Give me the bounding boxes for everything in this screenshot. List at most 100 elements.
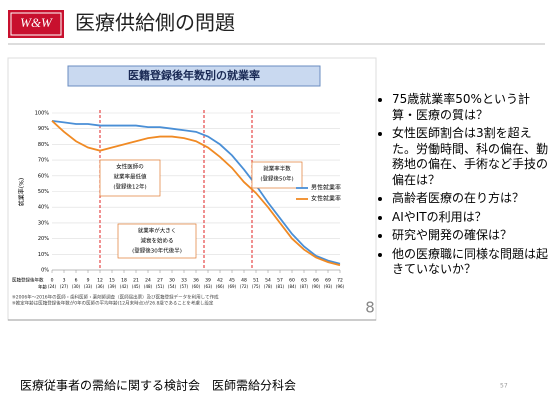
bullet: 女性医師割合は3割を超えた。労働時間、科の偏在、勤務地の偏在、手術など手技の偏在… bbox=[392, 126, 550, 188]
footer-source: 医療従事者の需給に関する検討会 医師需給分科会 bbox=[20, 378, 296, 393]
annotation-text: (登録後50年) bbox=[260, 175, 293, 183]
x-tick-label: 36 bbox=[193, 278, 199, 284]
y-tick-label: 0% bbox=[41, 268, 49, 274]
age-label: (45) bbox=[132, 284, 141, 289]
x-tick-label: 39 bbox=[205, 278, 211, 284]
chart-title-box bbox=[67, 65, 321, 87]
age-label: (57) bbox=[180, 284, 189, 289]
age-label: (36) bbox=[96, 284, 105, 289]
annotation-box bbox=[99, 159, 161, 197]
x-tick-label: 60 bbox=[289, 278, 295, 284]
x-tick-label: 30 bbox=[169, 278, 175, 284]
annotation-text: 就業率最低値 bbox=[113, 173, 147, 181]
series-line bbox=[51, 120, 341, 267]
annotation-box bbox=[117, 223, 197, 259]
x-tick-label: 63 bbox=[301, 278, 307, 284]
age-label: (78) bbox=[264, 284, 273, 289]
y-tick-label: 30% bbox=[38, 220, 49, 226]
annotation-text: (登録後30年代後半) bbox=[132, 247, 182, 255]
annotation-text: 就業率半数 bbox=[263, 165, 291, 173]
bullet: AIやITの利用は？ bbox=[392, 210, 550, 226]
age-label: (93) bbox=[324, 284, 333, 289]
x-tick-label: 18 bbox=[121, 278, 127, 284]
legend-label: 女性就業率 bbox=[311, 195, 341, 203]
age-label: (96) bbox=[336, 284, 345, 289]
x-tick-label: 72 bbox=[337, 278, 343, 284]
age-label: (54) bbox=[168, 284, 177, 289]
x-tick-label: 24 bbox=[145, 278, 151, 284]
annotation-text: 女性医師の bbox=[116, 163, 144, 171]
x-tick-label: 54 bbox=[265, 278, 271, 284]
page-number: 57 bbox=[500, 383, 508, 390]
annotation-text: 就業率が大きく bbox=[138, 227, 177, 235]
age-label: (27) bbox=[60, 284, 69, 289]
x-tick-label: 15 bbox=[109, 278, 115, 284]
chart-frame bbox=[7, 57, 377, 321]
age-row-label: 年齢 bbox=[38, 284, 47, 291]
slide-number: 8 bbox=[365, 299, 375, 317]
annotation-text: (登録後12年) bbox=[113, 183, 146, 191]
footnote: ※2006年～2016年の医師・歯科医師・薬剤師調査（医師届出票）及び医籍登録デ… bbox=[12, 294, 219, 301]
age-label: (66) bbox=[216, 284, 225, 289]
y-axis-label: 就業率(%) bbox=[18, 178, 26, 206]
x-tick-label: 33 bbox=[181, 278, 187, 284]
x-tick-label: 69 bbox=[325, 278, 331, 284]
annotation-text: 減衰を始める bbox=[140, 237, 173, 245]
y-tick-label: 60% bbox=[38, 173, 49, 179]
logo-box bbox=[8, 10, 64, 38]
bullet: 研究や開発の確保は？ bbox=[392, 228, 550, 244]
logo: W&W bbox=[20, 15, 53, 30]
x-tick-label: 27 bbox=[157, 278, 163, 284]
age-label: (81) bbox=[276, 284, 285, 289]
x-tick-label: 66 bbox=[313, 278, 319, 284]
age-label: (72) bbox=[240, 284, 249, 289]
x-tick-label: 12 bbox=[97, 278, 103, 284]
x-tick-label: 51 bbox=[253, 278, 259, 284]
age-label: (39) bbox=[108, 284, 117, 289]
y-tick-label: 50% bbox=[38, 189, 49, 195]
y-tick-label: 20% bbox=[38, 236, 49, 242]
y-tick-label: 70% bbox=[38, 158, 49, 164]
x-row-label: 医籍登録後年数 bbox=[12, 277, 44, 284]
age-label: (60) bbox=[192, 284, 201, 289]
x-tick-label: 57 bbox=[277, 278, 283, 284]
slide-title: 医療供給側の問題 bbox=[75, 11, 235, 35]
age-label: (69) bbox=[228, 284, 237, 289]
x-tick-label: 42 bbox=[217, 278, 223, 284]
series-line bbox=[51, 119, 341, 265]
bullet: 他の医療職に同様な問題は起きていないか？ bbox=[392, 247, 550, 278]
age-label: (90) bbox=[312, 284, 321, 289]
x-tick-label: 45 bbox=[229, 278, 235, 284]
x-tick-label: 48 bbox=[241, 278, 247, 284]
age-label: (33) bbox=[84, 284, 93, 289]
y-tick-label: 10% bbox=[38, 252, 49, 258]
y-tick-label: 80% bbox=[38, 142, 49, 148]
bullet-list: 75歳就業率50%という計算・医療の質は？女性医師割合は3割を超えた。労働時間、… bbox=[378, 92, 550, 281]
logo-frame bbox=[10, 12, 62, 36]
y-tick-label: 40% bbox=[38, 205, 49, 211]
age-label: (51) bbox=[156, 284, 165, 289]
x-tick-label: 3 bbox=[63, 278, 66, 284]
x-tick-label: 21 bbox=[133, 278, 139, 284]
age-label: (87) bbox=[300, 284, 309, 289]
y-tick-label: 90% bbox=[38, 126, 49, 132]
y-tick-label: 100% bbox=[35, 111, 50, 117]
age-label: (30) bbox=[72, 284, 81, 289]
bullet: 高齢者医療の在り方は？ bbox=[392, 191, 550, 207]
legend-label: 男性就業率 bbox=[311, 184, 341, 192]
age-label: (84) bbox=[288, 284, 297, 289]
bullet: 75歳就業率50%という計算・医療の質は？ bbox=[392, 92, 550, 123]
x-tick-label: 9 bbox=[87, 278, 90, 284]
footnote: ※推定年齢は医籍登録後年数が0年の医師の平均年齢(12月末時点)が26.8歳であ… bbox=[12, 300, 214, 307]
chart-title: 医籍登録後年数別の就業率 bbox=[128, 68, 260, 82]
age-label: (24) bbox=[48, 284, 57, 289]
age-label: (42) bbox=[120, 284, 129, 289]
age-label: (48) bbox=[144, 284, 153, 289]
age-label: (63) bbox=[204, 284, 213, 289]
age-label: (75) bbox=[252, 284, 261, 289]
annotation-box bbox=[251, 161, 303, 189]
x-tick-label: 6 bbox=[75, 278, 78, 284]
x-tick-label: 0 bbox=[51, 278, 54, 284]
